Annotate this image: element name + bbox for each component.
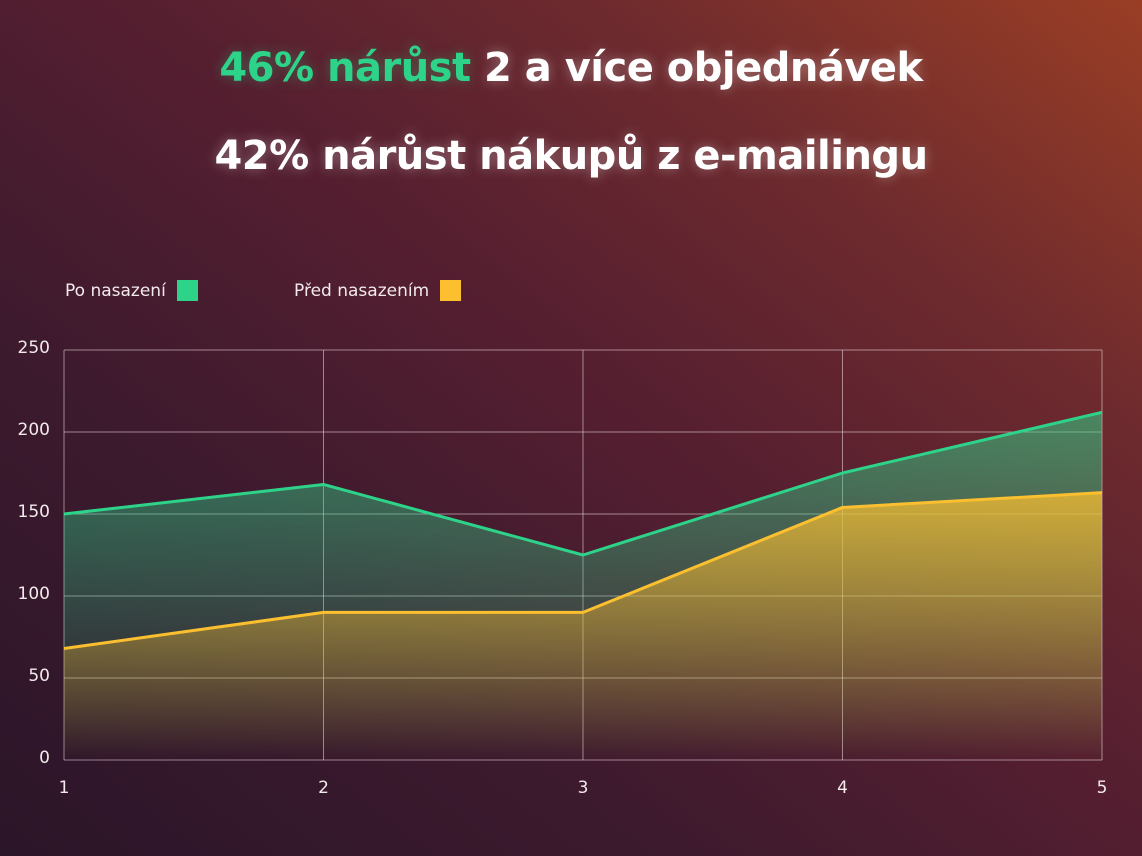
series-line (63, 410, 1103, 557)
y-tick-label: 150 (17, 502, 50, 522)
chart-areas (64, 412, 1102, 760)
series-line (63, 491, 1103, 650)
headline-orders: 46% nárůst 2 a více objednávek (0, 45, 1142, 91)
legend-label-before: Před nasazením (294, 280, 430, 301)
y-tick-label: 50 (28, 666, 50, 686)
headline-emailing: 42% nárůst nákupů z e-mailingu (214, 133, 928, 179)
x-tick-label: 4 (837, 778, 848, 798)
legend-swatch-green-icon (176, 280, 198, 301)
legend-item-after: Po nasazení (65, 280, 198, 301)
chart-lines (63, 410, 1103, 650)
x-tick-label: 1 (58, 778, 70, 798)
headline-orders-rest: 2 a více objednávek (470, 45, 923, 91)
legend-swatch-yellow-icon (440, 280, 462, 301)
x-tick-label: 3 (577, 778, 589, 798)
headline-orders-accent: 46% nárůst (219, 45, 471, 91)
legend-label-after: Po nasazení (65, 280, 166, 301)
series-area (64, 492, 1102, 760)
x-tick-label: 2 (318, 778, 329, 798)
y-tick-label: 100 (17, 584, 50, 604)
legend-item-before: Před nasazením (294, 280, 462, 301)
y-tick-label: 0 (39, 748, 50, 768)
y-tick-label: 200 (17, 420, 50, 440)
x-tick-label: 5 (1096, 778, 1108, 798)
y-tick-label: 250 (17, 338, 50, 358)
